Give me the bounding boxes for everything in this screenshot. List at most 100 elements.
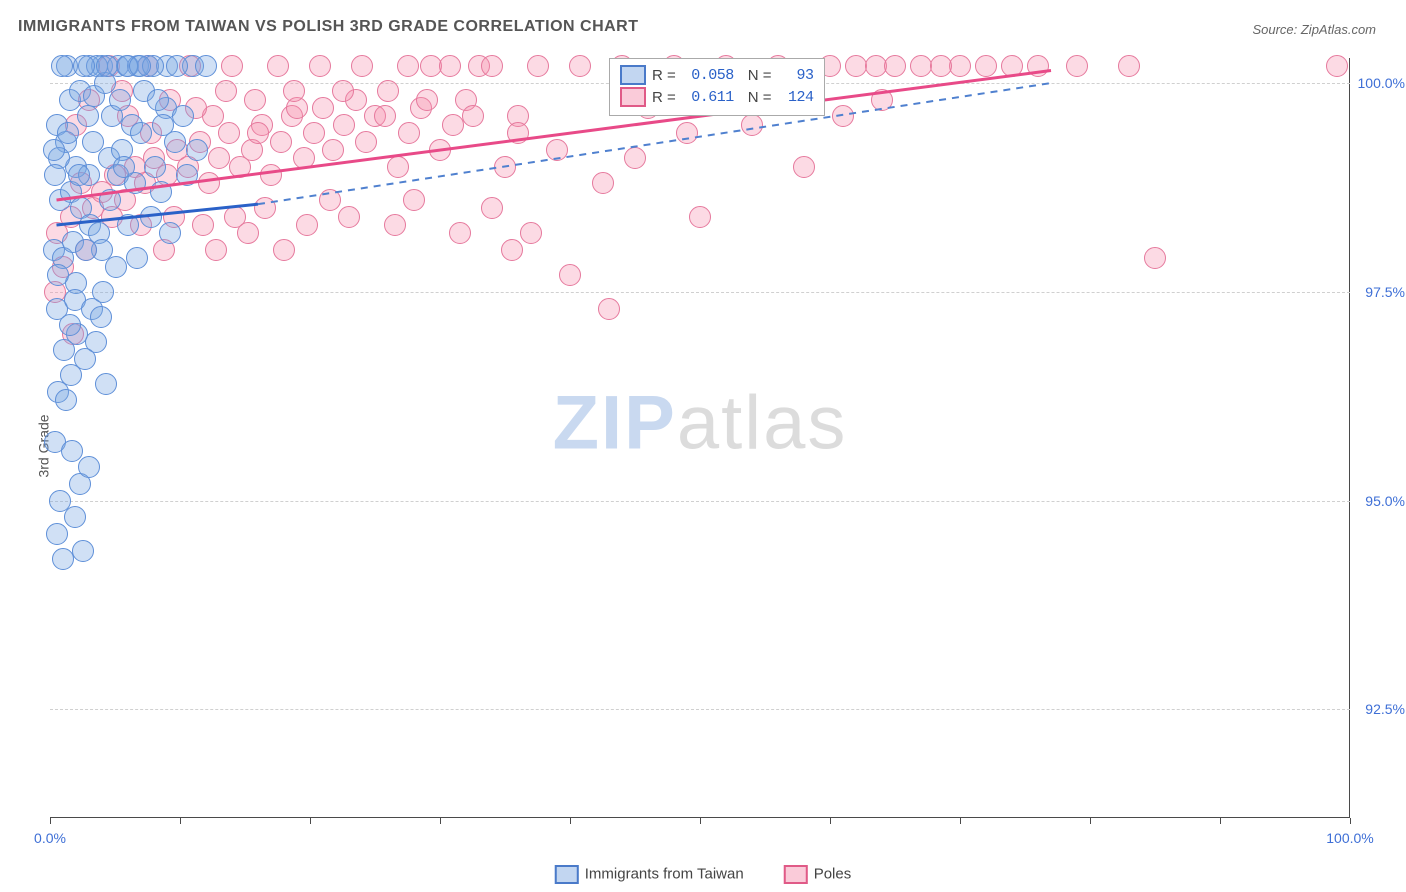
x-tick-label: 100.0%: [1326, 830, 1373, 846]
legend-swatch: [620, 65, 646, 85]
scatter-point: [43, 139, 65, 161]
scatter-point: [59, 314, 81, 336]
bottom-legend-item: Poles: [784, 865, 852, 884]
scatter-point: [117, 214, 139, 236]
scatter-point: [1144, 247, 1166, 269]
scatter-point: [741, 114, 763, 136]
legend-row: R =0.611N =124: [620, 87, 814, 107]
legend-n-label: N =: [748, 67, 772, 84]
scatter-point: [99, 189, 121, 211]
legend-n-value: 93: [778, 67, 814, 84]
scatter-point: [416, 89, 438, 111]
legend-label: Poles: [814, 865, 852, 882]
x-tick: [180, 818, 181, 824]
legend-swatch: [555, 865, 579, 884]
scatter-point: [501, 239, 523, 261]
scatter-point: [569, 55, 591, 77]
scatter-point: [92, 281, 114, 303]
scatter-point: [793, 156, 815, 178]
legend-swatch: [620, 87, 646, 107]
scatter-point: [333, 114, 355, 136]
y-tick-label: 95.0%: [1325, 493, 1405, 509]
scatter-point: [244, 89, 266, 111]
scatter-point: [176, 164, 198, 186]
scatter-point: [159, 222, 181, 244]
x-tick: [1090, 818, 1091, 824]
grid-line: [50, 709, 1350, 710]
scatter-point: [95, 373, 117, 395]
scatter-point: [338, 206, 360, 228]
scatter-point: [429, 139, 451, 161]
scatter-point: [221, 55, 243, 77]
scatter-point: [312, 97, 334, 119]
scatter-point: [144, 156, 166, 178]
grid-line: [50, 292, 1350, 293]
scatter-point: [44, 164, 66, 186]
scatter-point: [598, 298, 620, 320]
legend-label: Immigrants from Taiwan: [585, 865, 744, 882]
scatter-point: [198, 172, 220, 194]
scatter-point: [439, 55, 461, 77]
scatter-point: [77, 105, 99, 127]
scatter-point: [73, 55, 95, 77]
scatter-point: [72, 540, 94, 562]
scatter-point: [296, 214, 318, 236]
scatter-point: [462, 105, 484, 127]
scatter-point: [930, 55, 952, 77]
source-label: Source: ZipAtlas.com: [1252, 22, 1376, 37]
scatter-point: [46, 523, 68, 545]
scatter-point: [47, 264, 69, 286]
scatter-point: [247, 122, 269, 144]
legend-swatch: [784, 865, 808, 884]
legend-row: R = 0.058 N = 93: [620, 65, 814, 85]
chart-title: IMMIGRANTS FROM TAIWAN VS POLISH 3RD GRA…: [18, 18, 639, 36]
legend-r-value: 0.611: [682, 89, 734, 106]
scatter-point: [96, 55, 118, 77]
scatter-point: [147, 89, 169, 111]
scatter-point: [90, 306, 112, 328]
scatter-point: [403, 189, 425, 211]
scatter-point: [332, 80, 354, 102]
scatter-point: [949, 55, 971, 77]
scatter-point: [397, 55, 419, 77]
scatter-point: [172, 105, 194, 127]
legend-r-label: R =: [652, 67, 676, 84]
scatter-point: [387, 156, 409, 178]
scatter-point: [527, 55, 549, 77]
watermark: ZIPatlas: [553, 379, 848, 466]
scatter-point: [55, 389, 77, 411]
scatter-point: [192, 214, 214, 236]
scatter-point: [481, 197, 503, 219]
scatter-point: [377, 80, 399, 102]
scatter-point: [64, 506, 86, 528]
bottom-legend: Immigrants from Taiwan Poles: [555, 865, 851, 884]
scatter-point: [507, 122, 529, 144]
legend-r-label: R =: [652, 89, 676, 106]
scatter-point: [1326, 55, 1348, 77]
scatter-point: [129, 55, 151, 77]
scatter-point: [676, 122, 698, 144]
scatter-point: [267, 55, 289, 77]
scatter-plot: ZIPatlas 100.0%97.5%95.0%92.5%0.0%100.0%…: [50, 58, 1350, 818]
scatter-point: [384, 214, 406, 236]
scatter-point: [322, 139, 344, 161]
scatter-point: [871, 89, 893, 111]
scatter-point: [559, 264, 581, 286]
x-tick: [1350, 818, 1351, 824]
scatter-point: [140, 206, 162, 228]
scatter-point: [884, 55, 906, 77]
scatter-point: [1027, 55, 1049, 77]
legend-r-value: 0.058: [682, 67, 734, 84]
legend-n-value: 124: [778, 89, 814, 106]
scatter-point: [113, 156, 135, 178]
scatter-point: [78, 456, 100, 478]
y-tick-label: 92.5%: [1325, 701, 1405, 717]
scatter-point: [374, 105, 396, 127]
scatter-point: [105, 256, 127, 278]
x-tick: [310, 818, 311, 824]
scatter-point: [218, 122, 240, 144]
watermark-atlas: atlas: [677, 380, 848, 465]
scatter-point: [215, 80, 237, 102]
scatter-point: [975, 55, 997, 77]
scatter-point: [205, 239, 227, 261]
